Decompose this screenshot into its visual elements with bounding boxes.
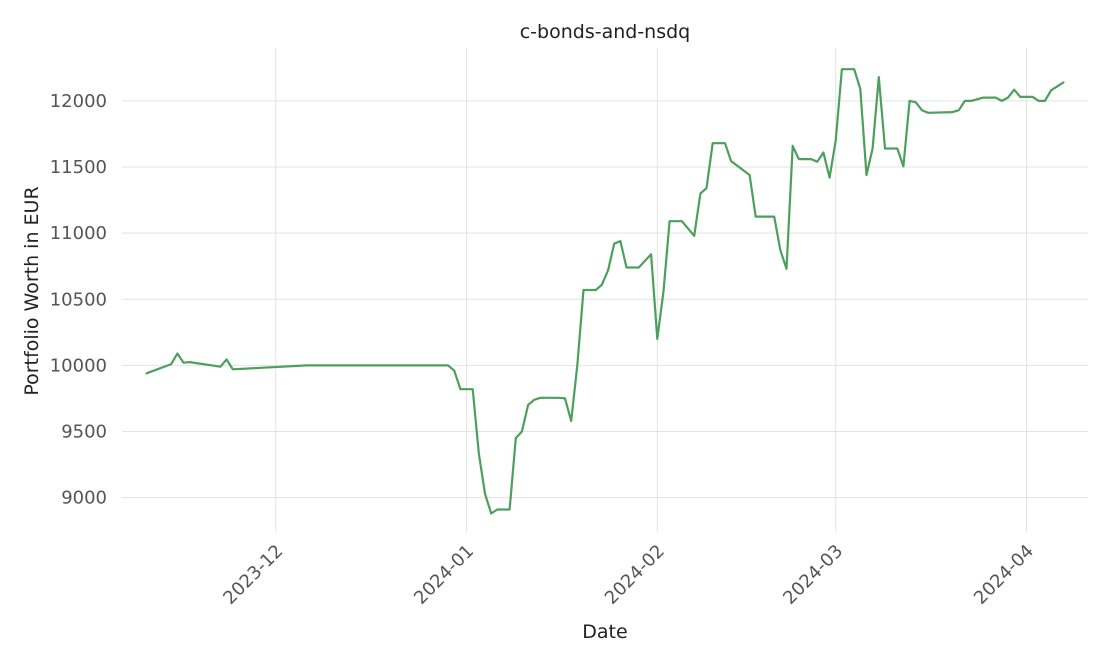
grid: [122, 48, 1088, 532]
y-tick-label: 11500: [50, 157, 107, 178]
y-tick-label: 10000: [50, 355, 107, 376]
x-tick-label: 2024-02: [601, 541, 669, 609]
y-tick-label: 11000: [50, 223, 107, 244]
series-layer: [145, 68, 1065, 515]
y-tick-label: 9500: [61, 421, 107, 442]
x-axis-title: Date: [582, 621, 627, 643]
y-tick-label: 10500: [50, 289, 107, 310]
chart-title: c-bonds-and-nsdq: [520, 21, 691, 43]
x-tick-label: 2024-04: [970, 541, 1038, 609]
x-tick-label: 2024-03: [779, 541, 847, 609]
series-line: [145, 68, 1065, 515]
y-axis-ticks: 9000 9500 10000 10500 11000 11500 12000: [50, 91, 107, 509]
y-axis-title: Portfolio Worth in EUR: [21, 186, 43, 395]
y-tick-label: 9000: [61, 488, 107, 509]
x-axis-ticks: 2023-12 2024-01 2024-02 2024-03 2024-04: [219, 541, 1038, 609]
y-tick-label: 12000: [50, 91, 107, 112]
x-tick-label: 2024-01: [410, 541, 478, 609]
x-tick-label: 2023-12: [219, 541, 287, 609]
